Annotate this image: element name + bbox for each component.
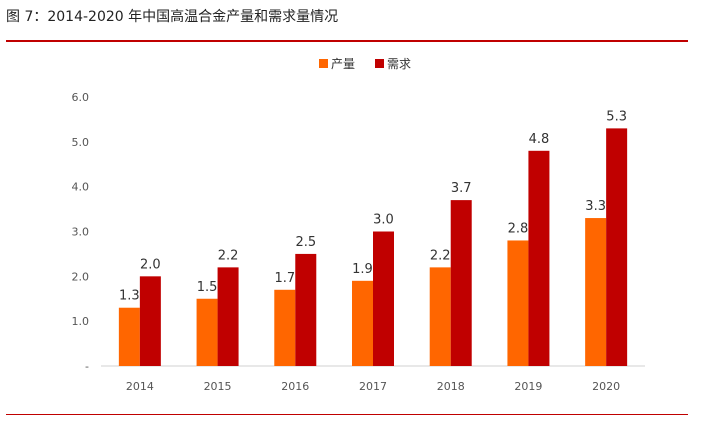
x-tick-label-2017: 2017 [359,380,387,393]
y-tick-label: 4.0 [72,181,90,194]
y-tick-label: 5.0 [72,136,90,149]
bar-demand-2015 [217,267,239,366]
data-label-demand-2018: 3.7 [451,181,472,196]
x-tick-label-2014: 2014 [126,380,154,393]
data-label-demand-2017: 3.0 [373,213,394,228]
figure-title: 图 7：2014-2020 年中国高温合金产量和需求量情况 [6,9,339,25]
data-label-production-2014: 1.3 [119,289,140,304]
bar-production-2020 [585,218,607,366]
legend-label-production: 产量 [331,57,355,71]
data-label-production-2020: 3.3 [585,199,606,214]
data-label-production-2017: 1.9 [352,262,373,277]
legend-swatch-demand [375,59,384,68]
bar-production-2016 [274,289,296,366]
bar-demand-2018 [450,200,472,366]
data-label-production-2015: 1.5 [197,280,218,295]
bar-demand-2017 [373,231,394,366]
data-label-production-2019: 2.8 [508,221,529,236]
bar-production-2015 [196,298,218,366]
bar-demand-2020 [606,128,628,366]
bar-demand-2014 [139,276,161,366]
y-tick-label: - [85,360,89,373]
data-label-production-2016: 1.7 [274,271,295,286]
data-label-demand-2016: 2.5 [295,235,316,250]
bar-production-2014 [118,307,140,366]
bar-demand-2019 [528,150,550,366]
legend-swatch-production [319,59,328,68]
top-rule [6,40,688,42]
x-tick-label-2015: 2015 [204,380,232,393]
x-tick-label-2020: 2020 [592,380,620,393]
data-label-demand-2014: 2.0 [140,257,161,272]
bar-demand-2016 [295,253,317,366]
x-tick-label-2016: 2016 [281,380,309,393]
bar-production-2017 [352,280,373,366]
y-tick-label: 2.0 [72,270,90,283]
legend-label-demand: 需求 [387,57,411,71]
data-label-production-2018: 2.2 [430,248,451,263]
x-tick-label-2019: 2019 [514,380,542,393]
data-label-demand-2015: 2.2 [218,248,239,263]
y-tick-label: 1.0 [72,315,90,328]
bar-production-2018 [429,267,451,366]
data-label-demand-2020: 5.3 [606,109,627,124]
data-label-demand-2019: 4.8 [529,132,550,147]
bottom-rule [6,414,688,415]
y-tick-label: 3.0 [72,226,90,239]
bar-production-2019 [507,240,529,366]
x-tick-label-2018: 2018 [437,380,465,393]
y-tick-label: 6.0 [72,91,90,104]
